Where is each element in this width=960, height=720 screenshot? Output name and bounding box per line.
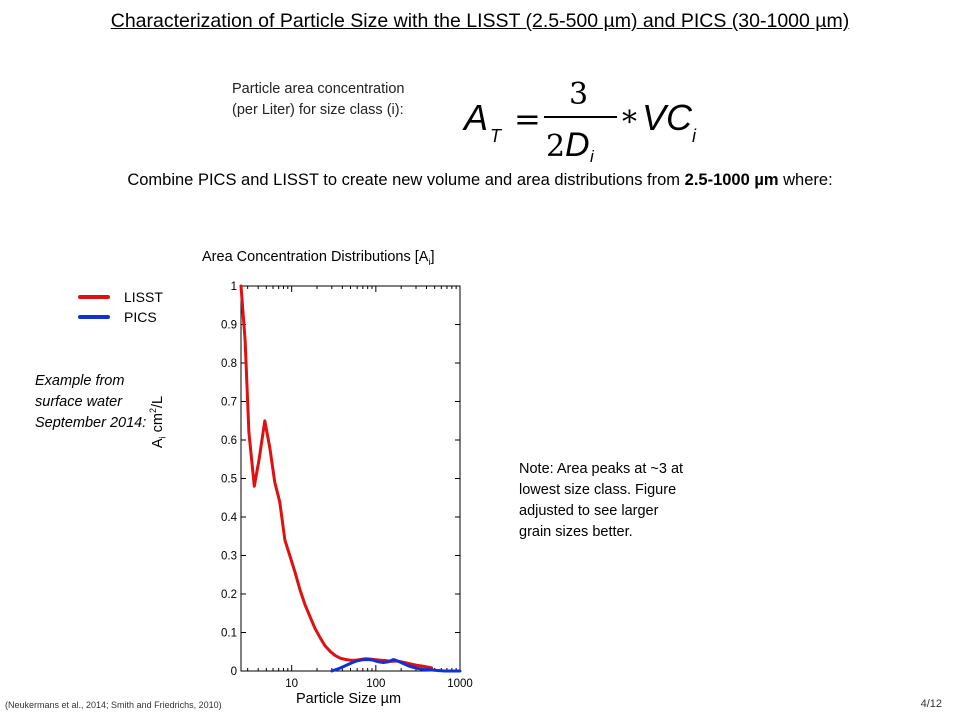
chart-title: Area Concentration Distributions [Ai] <box>202 249 435 267</box>
y-tick-label: 0.4 <box>221 512 238 524</box>
legend-label-pics: PICS <box>124 309 157 325</box>
legend-swatch-lisst <box>78 295 110 299</box>
y-tick-label: 0.9 <box>221 320 237 332</box>
formula-operator: * <box>622 105 637 140</box>
y-tick-label: 0.7 <box>221 397 237 409</box>
y-tick-label: 0.3 <box>221 551 237 563</box>
equation-label-line2: (per Liter) for size class (i): <box>232 102 404 118</box>
x-tick-label: 10 <box>285 678 298 690</box>
y-tick-label: 0 <box>231 666 237 678</box>
formula-rhs: VC <box>642 97 693 138</box>
references: (Neukermans et al., 2014; Smith and Frie… <box>5 700 222 710</box>
x-tick-label: 100 <box>366 678 385 690</box>
x-axis-label: Particle Size µm <box>296 691 402 707</box>
formula-equals: = <box>514 100 541 138</box>
y-tick-label: 0.1 <box>221 628 237 640</box>
y-tick-label: 0.8 <box>221 358 237 370</box>
y-tick-label: 0.5 <box>221 474 237 486</box>
x-tick-label: 1000 <box>447 678 473 690</box>
equation-label: Particle area concentration (per Liter) … <box>232 79 405 121</box>
equation-label-line1: Particle area concentration <box>232 81 405 97</box>
legend-item-lisst: LISST <box>78 287 163 307</box>
note-text: Note: Area peaks at ~3 at lowest size cl… <box>519 461 684 540</box>
combine-suffix: where: <box>778 171 833 189</box>
y-tick-label: 1 <box>231 281 237 293</box>
series-line-lisst <box>239 284 434 670</box>
example-caption: Example from surface water September 201… <box>35 373 147 431</box>
formula-denominator-sub: i <box>590 147 595 162</box>
y-tick-label: 0.2 <box>221 589 237 601</box>
formula-denominator-coef: 2 <box>546 129 565 162</box>
chart-legend: LISST PICS <box>78 287 163 327</box>
formula-numerator: 3 <box>569 77 588 112</box>
legend-swatch-pics <box>78 315 110 319</box>
formula-rhs-sub: i <box>692 126 697 146</box>
y-tick-label: 0.6 <box>221 435 237 447</box>
area-formula: A T = 3 2 D i * VC i <box>462 77 697 162</box>
combine-range: 2.5-1000 µm <box>684 171 779 189</box>
formula-lhs-sub: T <box>490 126 503 146</box>
formula-lhs: A <box>462 97 488 138</box>
page-number: 4/12 <box>920 698 942 710</box>
combine-statement: Combine PICS and LISST to create new vol… <box>0 171 960 190</box>
slide-title: Characterization of Particle Size with t… <box>110 10 850 32</box>
formula-denominator-var: D <box>565 126 590 162</box>
series-line-pics <box>330 658 462 673</box>
combine-prefix: Combine PICS and LISST to create new vol… <box>127 171 685 189</box>
legend-item-pics: PICS <box>78 307 163 327</box>
legend-label-lisst: LISST <box>124 289 163 305</box>
